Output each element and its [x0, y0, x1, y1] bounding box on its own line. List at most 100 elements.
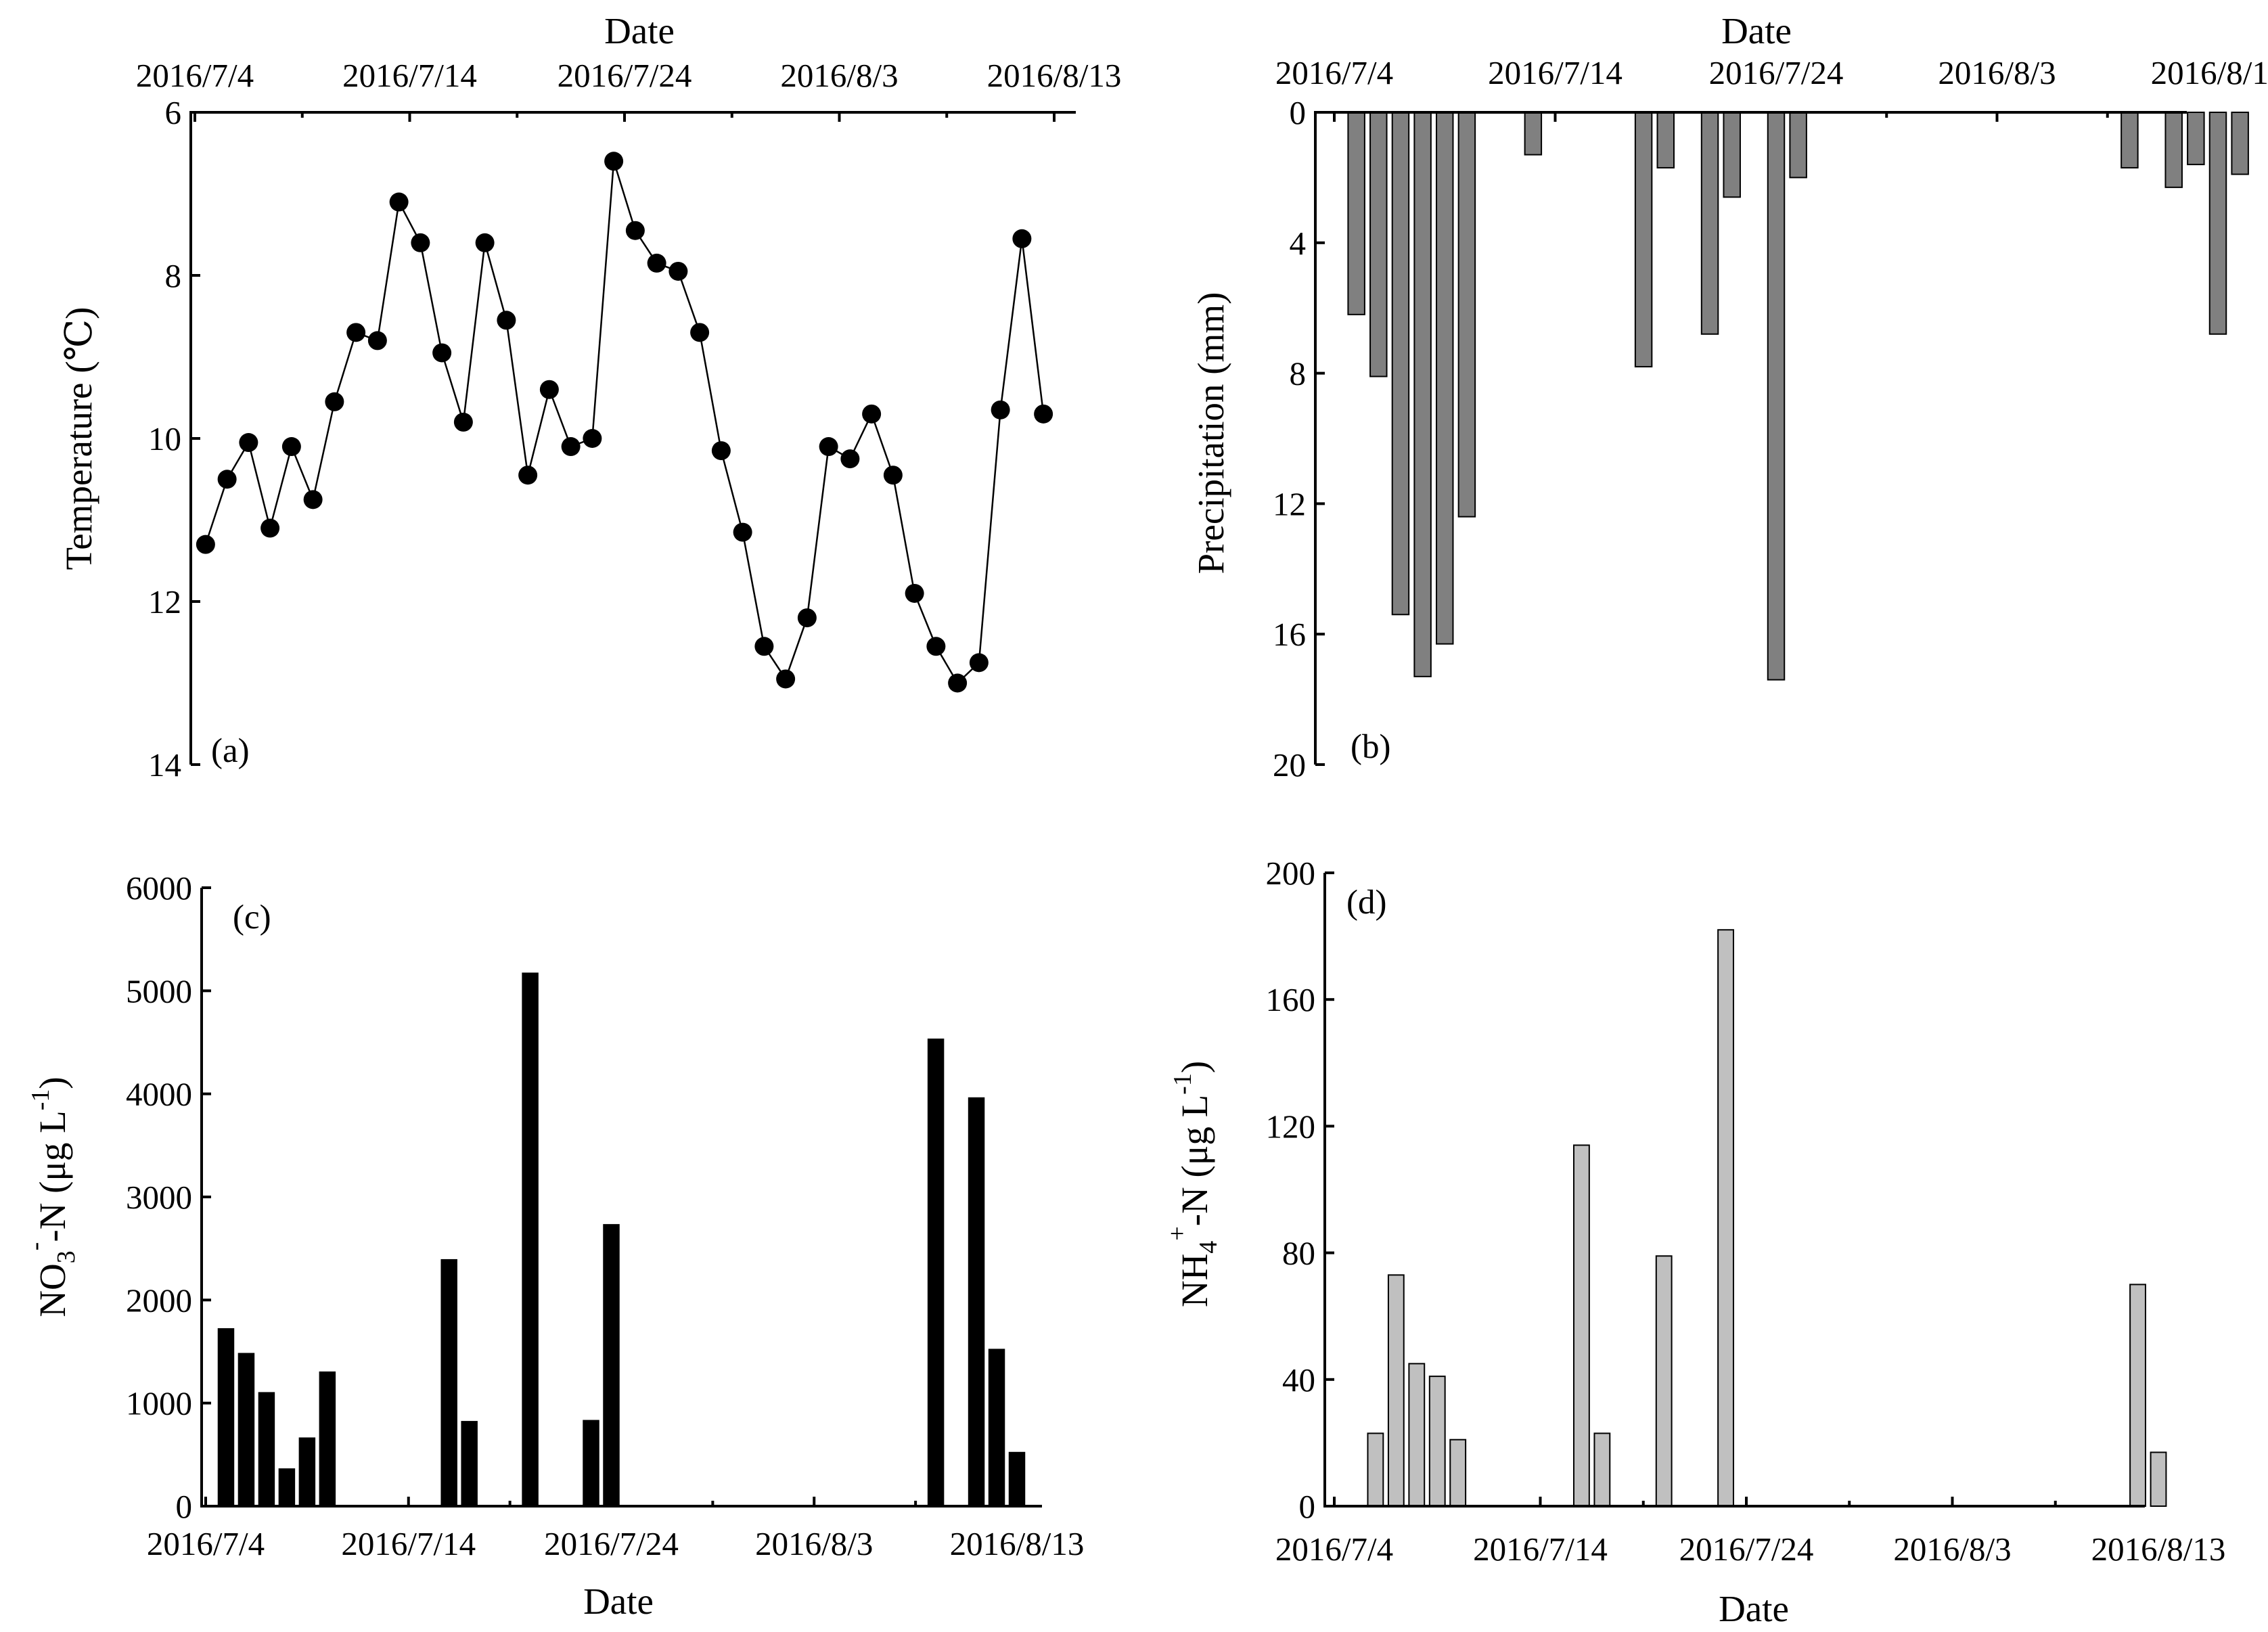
panel-b-label: (b)	[1351, 728, 1390, 766]
panel-a-axes	[189, 111, 1076, 765]
b-bar	[1436, 112, 1454, 645]
panel-c-y-ticks: 0 1000 2000 3000 4000 5000 6000	[126, 869, 211, 1525]
b-bar	[2231, 112, 2249, 175]
d-bar	[1367, 1432, 1384, 1508]
temperature-point	[604, 152, 624, 171]
temperature-point	[432, 343, 452, 363]
temperature-point	[583, 429, 602, 448]
temperature-point	[561, 437, 581, 457]
y-tick-label: 0	[1290, 94, 1307, 131]
c-bar	[319, 1371, 336, 1508]
c-bar	[258, 1392, 275, 1508]
y-tick-label: 4000	[126, 1076, 192, 1113]
x-tick-label: 2016/8/13	[2091, 1531, 2226, 1568]
x-tick-label: 2016/7/24	[558, 57, 692, 94]
b-bar	[2164, 112, 2183, 188]
y-tick-label: 2000	[126, 1282, 192, 1319]
x-tick-label: 2016/8/3	[1938, 54, 2056, 91]
panel-d-ammonium: 2016/7/4 2016/7/14 2016/7/24 2016/8/3 2016/8…	[1163, 855, 2225, 1629]
panel-a-y-ticks: 6 8 10 12 14	[148, 94, 200, 784]
temperature-point	[389, 192, 409, 212]
panel-c-x-axis-title: Date	[583, 1581, 654, 1622]
b-bar	[1700, 112, 1719, 335]
panel-d-label: (d)	[1346, 884, 1386, 922]
c-bar	[298, 1437, 316, 1507]
temperature-point	[948, 673, 968, 693]
temperature-line	[204, 160, 1045, 685]
y-tick-label: 80	[1282, 1235, 1315, 1272]
c-bar	[583, 1420, 599, 1507]
c-bar	[440, 1259, 457, 1507]
temperature-point	[711, 441, 731, 461]
x-tick-label: 2016/8/13	[987, 57, 1122, 94]
b-bar	[2187, 112, 2205, 166]
temperature-point	[819, 437, 838, 457]
y-tick-label: 20	[1273, 746, 1306, 784]
panel-c-axes	[200, 888, 1042, 1508]
temperature-point	[260, 518, 280, 538]
b-bar	[1634, 112, 1653, 367]
temperature-point	[754, 637, 774, 656]
c-bar	[237, 1353, 255, 1507]
y-tick-label: 0	[176, 1488, 193, 1525]
x-tick-label: 2016/7/4	[136, 57, 254, 94]
c-bar	[217, 1328, 235, 1508]
panel-c-label: (c)	[233, 899, 271, 936]
panel-d-y-axis-title: NH4+-N (μg L-1)	[1163, 1061, 1223, 1307]
c-bar	[1008, 1451, 1026, 1507]
c-bar	[278, 1468, 296, 1507]
b-bar	[2208, 112, 2227, 335]
temperature-point	[862, 404, 882, 424]
x-tick-label: 2016/7/14	[341, 1525, 476, 1562]
x-tick-label: 2016/7/4	[1275, 1531, 1393, 1568]
y-tick-label: 16	[1273, 616, 1306, 653]
d-bar	[1655, 1255, 1673, 1508]
b-bar	[1347, 112, 1365, 315]
x-tick-label: 2016/7/24	[544, 1525, 679, 1562]
y-tick-label: 3000	[126, 1179, 192, 1216]
temperature-point	[303, 490, 323, 509]
c-bar	[988, 1348, 1005, 1508]
y-tick-label: 6	[165, 94, 182, 131]
b-bar	[1369, 112, 1388, 378]
x-tick-label: 2016/7/4	[147, 1525, 265, 1562]
y-tick-label: 160	[1266, 981, 1316, 1018]
temperature-point	[411, 233, 430, 252]
x-tick-label: 2016/7/14	[1473, 1531, 1608, 1568]
ammonium-bars	[1367, 929, 2167, 1508]
b-bar	[1413, 112, 1432, 677]
temperature-point	[840, 449, 860, 469]
y-tick-label: 120	[1266, 1108, 1316, 1145]
temperature-point	[497, 311, 516, 330]
panel-d-y-ticks: 0 40 80 120 160 200	[1266, 855, 1334, 1525]
panel-d-x-axis-title: Date	[1719, 1588, 1789, 1629]
panel-a-y-axis-title: Temperature (℃)	[58, 307, 99, 570]
panel-d-x-ticks: 2016/7/4 2016/7/14 2016/7/24 2016/8/3 2016/8…	[1275, 1497, 2225, 1568]
panel-b-x-ticks: 2016/7/4 2016/7/14 2016/7/24 2016/8/3 2016/8…	[1275, 54, 2268, 122]
d-bar	[1717, 929, 1734, 1507]
temperature-point	[969, 653, 989, 673]
temperature-point	[776, 669, 796, 689]
panel-b-axes	[1314, 111, 2187, 765]
temperature-points	[196, 152, 1053, 693]
temperature-point	[196, 535, 215, 554]
c-bar	[461, 1421, 478, 1507]
d-bar	[1428, 1376, 1446, 1507]
panel-a-label: (a)	[211, 732, 250, 770]
y-tick-label: 1000	[126, 1385, 192, 1422]
d-bar	[1408, 1363, 1426, 1508]
temperature-point	[346, 323, 366, 342]
y-tick-label: 8	[165, 257, 182, 294]
x-tick-label: 2016/7/14	[1488, 54, 1623, 91]
y-tick-label: 0	[1299, 1488, 1316, 1525]
b-bar	[1767, 112, 1786, 681]
precipitation-bars	[1347, 112, 2249, 681]
temperature-point	[367, 331, 387, 350]
d-bar	[2150, 1451, 2167, 1507]
y-tick-label: 8	[1290, 355, 1307, 392]
temperature-point	[539, 380, 559, 399]
b-bar	[1457, 112, 1476, 518]
temperature-point	[647, 253, 666, 273]
x-tick-label: 2016/7/24	[1679, 1531, 1814, 1568]
